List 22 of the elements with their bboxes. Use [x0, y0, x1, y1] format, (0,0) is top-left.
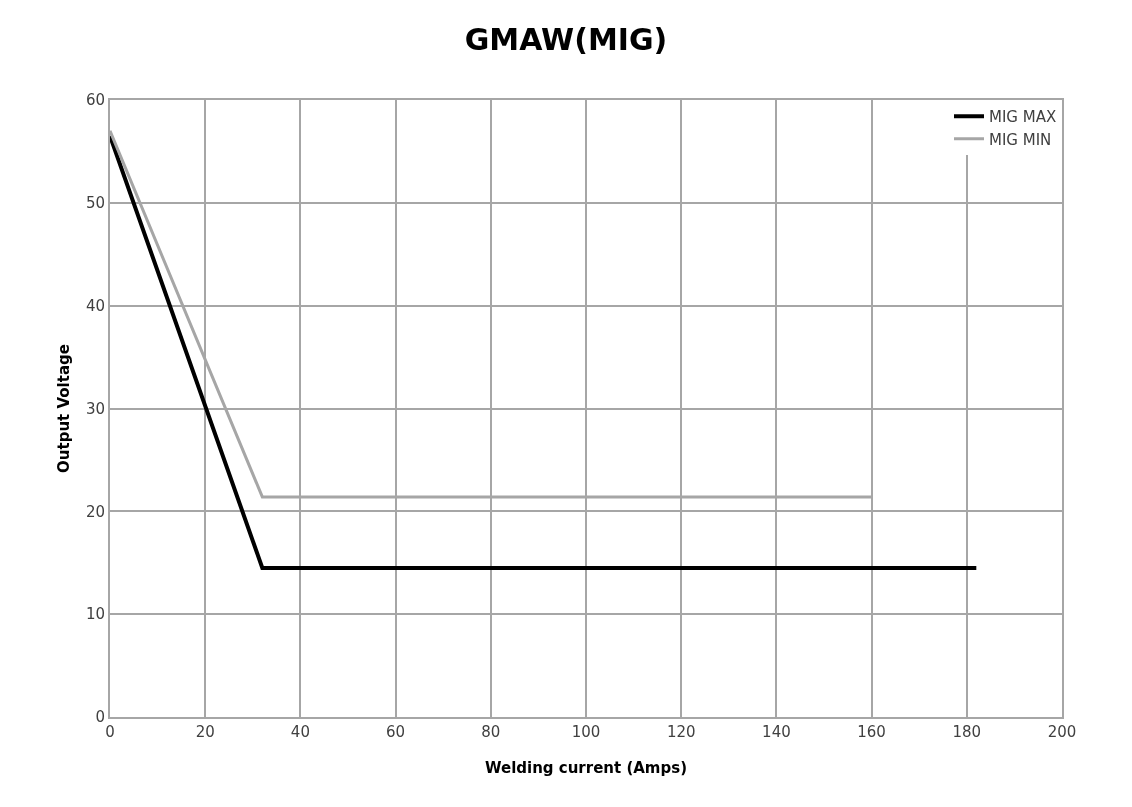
x-tick-label: 20 — [195, 723, 215, 741]
y-tick-label: 50 — [85, 194, 105, 213]
x-tick-label: 60 — [386, 723, 406, 741]
y-tick-label: 40 — [85, 296, 105, 315]
x-tick-label: 120 — [666, 723, 696, 741]
x-axis-title: Welding current (Amps) — [484, 759, 688, 777]
x-tick-label: 40 — [290, 723, 310, 741]
x-tick-label: 200 — [1047, 723, 1077, 741]
y-tick-label: 0 — [95, 708, 105, 727]
legend-label: MIG MIN — [989, 130, 1052, 149]
x-tick-label: 100 — [571, 723, 601, 741]
y-axis-title: Output Voltage — [55, 344, 73, 473]
y-tick-label: 60 — [85, 91, 105, 110]
x-tick-label: 160 — [857, 723, 886, 741]
y-tick-label: 30 — [85, 399, 105, 418]
y-tick-label: 10 — [85, 605, 105, 624]
x-tick-label: 140 — [762, 723, 791, 741]
y-tick-label: 20 — [85, 502, 105, 521]
x-tick-label: 80 — [481, 723, 501, 741]
legend-label: MIG MAX — [989, 108, 1057, 127]
x-tick-label: 180 — [952, 723, 982, 741]
chart-title: GMAW(MIG) — [464, 22, 668, 57]
